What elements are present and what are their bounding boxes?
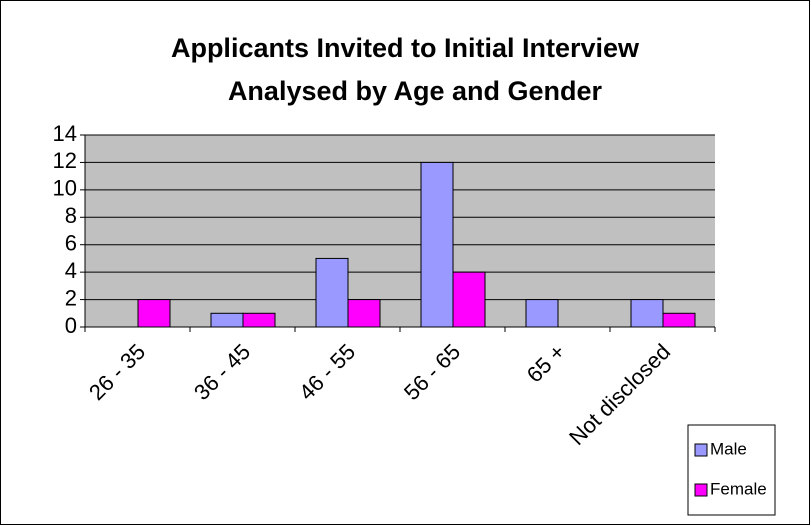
bar xyxy=(347,299,381,328)
plot-area xyxy=(85,135,715,327)
y-tick-label: 4 xyxy=(65,258,77,283)
bar xyxy=(630,299,664,328)
bar xyxy=(242,312,276,328)
y-tick-label: 2 xyxy=(65,285,77,310)
y-tick-label: 10 xyxy=(53,176,77,201)
y-tick-label: 6 xyxy=(65,231,77,256)
y-tick-label: 8 xyxy=(65,203,77,228)
bar xyxy=(662,312,696,328)
bar xyxy=(420,161,454,328)
y-tick-label: 12 xyxy=(53,148,77,173)
bar xyxy=(315,257,349,328)
legend-label: Male xyxy=(710,439,747,458)
chart-title: Analysed by Age and Gender xyxy=(228,76,603,106)
bar xyxy=(210,312,244,328)
legend-swatch xyxy=(694,443,708,457)
bar xyxy=(452,271,486,328)
y-tick-label: 14 xyxy=(53,121,77,146)
bar xyxy=(525,299,559,328)
legend-swatch xyxy=(694,483,708,497)
y-tick-label: 0 xyxy=(65,313,77,338)
bar xyxy=(137,299,171,328)
legend-box xyxy=(687,424,776,516)
chart-title: Applicants Invited to Initial Interview xyxy=(171,33,640,63)
legend-label: Female xyxy=(710,479,767,498)
